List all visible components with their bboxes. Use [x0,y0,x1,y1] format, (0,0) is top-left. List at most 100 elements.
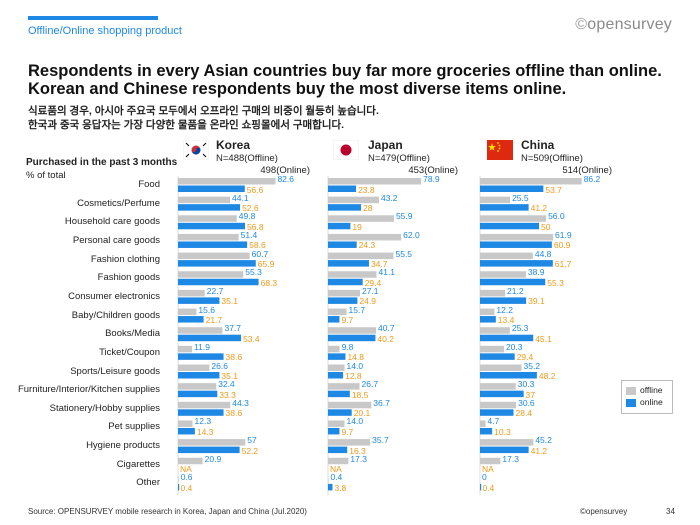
category-label-stationery-hobby-supplies: Stationery/Hobby supplies [49,402,160,414]
value-label-offline-china-cigarettes: 17.3 [502,453,519,464]
bar-online-china-sports-leisure-goods [480,372,537,379]
value-label-offline-korea-pet-supplies: 12.3 [194,416,212,427]
value-label-offline-korea-books-media: 37.7 [224,323,242,334]
value-label-offline-china-books-media: 25.3 [511,323,529,334]
subheadline-line-2: 한국과 중국 응답자는 가장 다양한 물품을 온라인 쇼핑몰에서 구매합니다. [28,119,345,131]
value-label-online-korea-sports-leisure-goods: 35.1 [221,371,238,381]
bar-online-korea-fashion-clothing [178,260,256,267]
bar-offline-korea-fashion-goods [178,271,244,278]
value-label-offline-china-other: 0 [482,472,487,483]
bar-offline-korea-cosmetics-perfume [178,196,231,204]
japan-n-online: 453(Online) [408,165,458,176]
country-name-japan: Japan [368,138,403,152]
bar-offline-china-stationery-hobby-supplies [480,401,517,409]
bar-offline-china-personal-care-goods [480,233,554,241]
value-label-online-korea-fashion-clothing: 65.9 [257,259,275,270]
value-label-offline-korea-baby-children-goods: 15.6 [198,304,215,315]
value-label-online-china-household-care-goods: 50 [541,221,551,232]
value-label-online-korea-baby-children-goods: 21.7 [205,315,223,326]
value-label-online-japan-consumer-electronics: 24.9 [359,296,376,307]
value-label-online-korea-hygiene-products: 52.2 [241,445,259,456]
value-label-offline-korea-household-care-goods: 49.8 [238,211,256,222]
bar-online-china-consumer-electronics [480,297,527,304]
subheadline-line-1: 식료품의 경우, 아시아 주요국 모두에서 오프라인 구매의 비중이 월등히 높… [28,105,379,117]
legend: offline online [621,380,673,414]
bar-offline-japan-cigarettes [328,457,349,465]
value-label-offline-china-pet-supplies: 4.7 [487,416,500,427]
value-label-online-china-cigarettes: NA [482,464,494,475]
category-label-food: Food [138,179,160,190]
bar-offline-china-ticket-coupon [480,345,504,353]
value-label-offline-japan-fashion-clothing: 55.5 [395,248,413,259]
value-label-offline-japan-fashion-goods: 41.1 [378,267,396,278]
category-label-baby-children-goods: Baby/Children goods [71,309,160,321]
value-label-online-korea-personal-care-goods: 58.6 [249,240,266,251]
value-label-online-japan-baby-children-goods: 9.7 [341,315,354,326]
headline-line-2: Korean and Chinese respondents buy the m… [28,80,567,98]
category-label-ticket-coupon: Ticket/Coupon [99,346,160,358]
value-label-offline-korea-fashion-clothing: 60.7 [251,248,269,259]
bar-offline-japan-pet-supplies [328,420,345,427]
value-label-online-korea-cigarettes: NA [180,464,192,475]
value-label-online-japan-food: 23.8 [358,184,375,195]
value-label-online-japan-cigarettes: NA [330,464,342,475]
value-label-online-japan-books-media: 40.2 [377,333,394,344]
bar-online-korea-fashion-goods [178,278,259,286]
value-label-offline-china-sports-leisure-goods: 35.2 [523,360,541,371]
value-label-online-korea-fashion-goods: 68.3 [260,277,278,288]
bar-offline-korea-hygiene-products [178,439,246,446]
bar-online-japan-cosmetics-perfume [328,204,362,211]
bar-online-japan-sports-leisure-goods [328,372,344,379]
value-label-online-korea-pet-supplies: 14.3 [196,426,214,437]
value-label-offline-korea-furniture-interior-kitchen-supplies: 32.4 [218,379,235,390]
bar-online-japan-ticket-coupon [328,353,346,360]
bar-online-japan-fashion-goods [328,278,363,286]
bar-online-china-fashion-goods [480,278,546,286]
bar-offline-korea-pet-supplies [178,420,193,427]
copyright: ©opensurvey [580,507,628,516]
bar-online-japan-consumer-electronics [328,297,358,304]
value-label-offline-korea-personal-care-goods: 51.4 [240,229,258,240]
value-label-offline-japan-pet-supplies: 14.0 [346,416,364,427]
bar-online-china-furniture-interior-kitchen-supplies [480,390,524,398]
korea-flag-icon [183,140,209,160]
bar-offline-japan-cosmetics-perfume [328,196,379,204]
value-label-offline-japan-sports-leisure-goods: 14.0 [346,360,364,371]
value-label-online-china-fashion-clothing: 61.7 [554,259,572,270]
value-label-online-china-stationery-hobby-supplies: 28.4 [515,408,533,419]
bar-online-japan-baby-children-goods [328,316,340,323]
bar-online-china-other [480,483,482,491]
bar-online-japan-stationery-hobby-supplies [328,409,352,416]
bar-online-korea-ticket-coupon [178,353,224,360]
bar-online-japan-books-media [328,334,376,342]
bar-online-japan-household-care-goods [328,222,351,230]
value-label-online-china-pet-supplies: 10.3 [494,426,511,437]
value-label-offline-china-fashion-goods: 38.9 [527,267,545,278]
bar-offline-korea-cigarettes [178,457,203,465]
category-label-fashion-goods: Fashion goods [97,272,160,284]
bar-online-japan-hygiene-products [328,446,348,454]
bar-offline-japan-books-media [328,327,377,334]
value-label-online-japan-household-care-goods: 19 [352,221,362,232]
japan-flag-icon [333,140,359,160]
bar-online-china-fashion-clothing [480,260,553,267]
value-label-offline-japan-stationery-hobby-supplies: 36.7 [373,397,390,408]
bar-offline-korea-ticket-coupon [178,345,193,353]
bar-online-japan-pet-supplies [328,427,340,435]
bar-online-korea-hygiene-products [178,446,240,454]
category-label-pet-supplies: Pet supplies [108,421,160,433]
korea-n-offline: N=488(Offline) [216,153,278,164]
value-label-offline-korea-ticket-coupon: 11.9 [194,341,210,352]
bar-offline-china-furniture-interior-kitchen-supplies [480,383,516,390]
bar-offline-korea-consumer-electronics [178,289,205,297]
value-label-offline-japan-ticket-coupon: 9.8 [341,341,354,352]
bar-offline-japan-ticket-coupon [328,345,340,353]
value-label-offline-china-ticket-coupon: 20.3 [505,341,523,352]
value-label-offline-china-food: 86.2 [583,174,601,184]
value-label-online-japan-hygiene-products: 16.3 [349,445,366,456]
category-label-sports-leisure-goods: Sports/Leisure goods [70,365,160,377]
value-label-online-korea-cosmetics-perfume: 52.6 [242,203,259,214]
bar-offline-china-hygiene-products [480,439,534,446]
value-label-online-korea-books-media: 53.4 [243,333,260,344]
value-label-offline-japan-household-care-goods: 55.9 [395,211,413,222]
